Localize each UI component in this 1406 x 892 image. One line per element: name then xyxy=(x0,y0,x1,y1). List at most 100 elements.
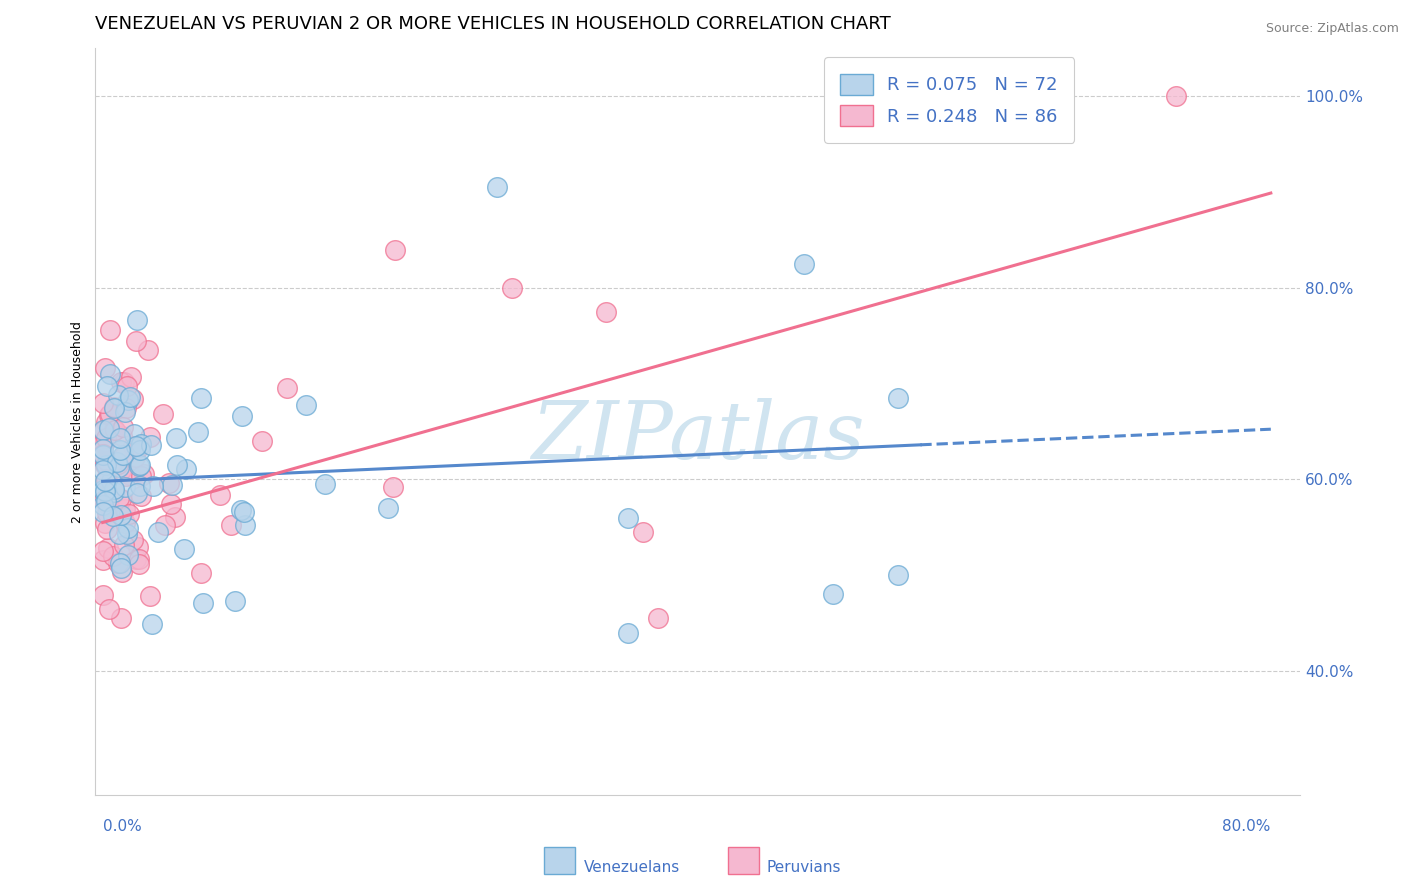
Point xyxy=(94,435,117,450)
Point xyxy=(114,480,136,494)
Point xyxy=(129,436,152,450)
Point xyxy=(165,432,187,446)
Point xyxy=(93,458,115,473)
Point xyxy=(617,625,640,640)
Legend: R = 0.075   N = 72, R = 0.248   N = 86: R = 0.075 N = 72, R = 0.248 N = 86 xyxy=(824,57,1074,143)
Point xyxy=(103,484,125,499)
Point xyxy=(91,435,114,450)
Point xyxy=(110,508,132,522)
Point xyxy=(233,517,256,532)
Bar xyxy=(544,847,575,874)
Point xyxy=(103,423,125,437)
Point xyxy=(98,602,121,616)
Point xyxy=(153,518,176,533)
Point xyxy=(91,396,114,410)
Point xyxy=(100,474,122,488)
Point xyxy=(120,370,142,384)
Point xyxy=(98,367,121,381)
Point xyxy=(110,565,132,579)
Point xyxy=(110,376,132,390)
Point xyxy=(91,505,114,519)
Point xyxy=(118,390,141,404)
Point xyxy=(232,505,254,519)
Text: 80.0%: 80.0% xyxy=(1222,820,1271,834)
Point xyxy=(114,405,136,419)
Point xyxy=(125,313,148,327)
Point xyxy=(793,257,815,271)
Point xyxy=(94,474,117,488)
Point xyxy=(128,552,150,566)
Point xyxy=(110,491,132,506)
Point xyxy=(1164,89,1187,103)
Point xyxy=(97,541,120,555)
Point xyxy=(187,425,209,439)
Point xyxy=(110,431,132,445)
Point xyxy=(162,477,184,491)
Point xyxy=(377,500,399,515)
Point xyxy=(276,381,298,395)
Point xyxy=(107,556,129,570)
Point xyxy=(112,376,135,390)
Point xyxy=(101,549,124,563)
Point xyxy=(97,408,120,422)
Text: ZIPatlas: ZIPatlas xyxy=(531,398,865,475)
Point xyxy=(91,448,114,462)
Point xyxy=(129,489,152,503)
Point xyxy=(103,401,125,415)
Point xyxy=(166,458,188,472)
Point xyxy=(108,557,131,571)
Point xyxy=(129,458,152,472)
Text: Venezuelans: Venezuelans xyxy=(583,860,679,874)
Point xyxy=(124,439,146,453)
Point xyxy=(128,479,150,493)
Bar xyxy=(728,847,759,874)
Point xyxy=(115,527,138,541)
Point xyxy=(107,491,129,506)
Point xyxy=(117,521,139,535)
Point xyxy=(128,458,150,473)
Point xyxy=(94,416,117,430)
Point xyxy=(595,305,617,319)
Point xyxy=(96,454,118,468)
Point xyxy=(125,334,148,348)
Point xyxy=(103,483,125,497)
Point xyxy=(94,484,117,499)
Point xyxy=(146,525,169,540)
Point xyxy=(128,443,150,458)
Point xyxy=(93,483,115,498)
Point xyxy=(105,455,128,469)
Point xyxy=(114,516,136,530)
Point xyxy=(142,479,165,493)
Point xyxy=(122,439,145,453)
Point xyxy=(112,449,135,463)
Point xyxy=(91,588,114,602)
Point xyxy=(887,568,910,582)
Point xyxy=(124,450,146,464)
Point xyxy=(112,419,135,434)
Point xyxy=(314,477,336,491)
Point xyxy=(647,611,669,625)
Point xyxy=(100,504,122,518)
Text: 0.0%: 0.0% xyxy=(103,820,142,834)
Point xyxy=(118,507,141,521)
Point xyxy=(114,468,136,483)
Text: Source: ZipAtlas.com: Source: ZipAtlas.com xyxy=(1265,22,1399,36)
Point xyxy=(250,434,273,448)
Point xyxy=(91,423,114,437)
Point xyxy=(96,473,118,487)
Point xyxy=(127,485,149,500)
Point xyxy=(112,538,135,552)
Point xyxy=(125,551,148,566)
Point xyxy=(114,501,136,516)
Point xyxy=(98,323,121,337)
Point xyxy=(139,430,162,444)
Point xyxy=(159,475,181,490)
Point xyxy=(384,243,406,257)
Point xyxy=(127,540,149,554)
Point xyxy=(231,409,253,423)
Point xyxy=(98,407,121,421)
Point xyxy=(501,281,523,295)
Point xyxy=(295,398,318,412)
Point xyxy=(382,480,405,494)
Point xyxy=(174,462,197,476)
